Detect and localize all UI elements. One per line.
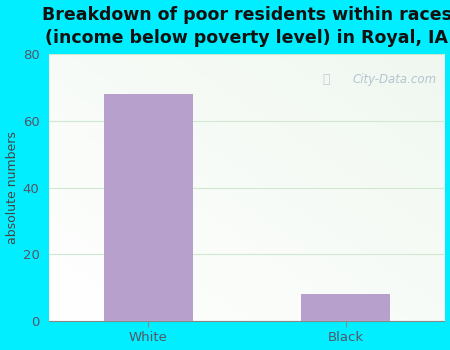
- Bar: [104, 94, 193, 321]
- Y-axis label: absolute numbers: absolute numbers: [5, 131, 18, 244]
- Title: Breakdown of poor residents within races
(income below poverty level) in Royal, : Breakdown of poor residents within races…: [42, 6, 450, 47]
- Text: City-Data.com: City-Data.com: [352, 73, 436, 86]
- Text: ⦾: ⦾: [322, 73, 330, 86]
- Bar: [301, 294, 390, 321]
